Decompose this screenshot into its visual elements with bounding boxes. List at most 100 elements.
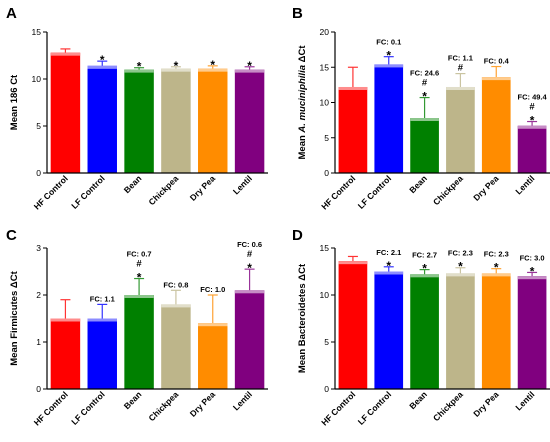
bar (338, 261, 368, 389)
bar (234, 69, 265, 173)
x-tick-label: Lentil (513, 173, 536, 196)
significance-star: * (137, 60, 142, 74)
significance-star: * (210, 58, 215, 72)
bar (198, 323, 228, 389)
bar (161, 304, 191, 389)
x-tick-label: LF Control (69, 173, 106, 210)
y-tick-label: 2 (36, 290, 41, 300)
x-tick-label: Chickpea (147, 173, 181, 207)
bar-cap-highlight (87, 65, 117, 69)
panel-d: D Mean Bacteroidetes ΔCt 0 5 10 15 HF Control *… (292, 227, 550, 427)
y-tick-label: 0 (324, 384, 329, 394)
bar-cap-highlight (446, 273, 475, 277)
bar (481, 273, 511, 389)
bar (87, 318, 117, 389)
bar-cap-highlight (446, 86, 475, 90)
x-tick-label: Dry Pea (188, 173, 218, 203)
significance-star: * (247, 59, 252, 73)
significance-star: * (247, 261, 252, 275)
bar (481, 77, 511, 173)
y-tick-label: 0 (324, 168, 329, 178)
bar-cap-highlight (124, 69, 154, 73)
bar (446, 86, 475, 173)
x-tick-label: LF Control (356, 173, 393, 210)
x-tick-label: Dry Pea (471, 389, 501, 419)
y-tick-label: 0 (36, 168, 41, 178)
significance-star: * (530, 114, 535, 128)
x-tick-label: Chickpea (431, 173, 465, 207)
y-tick-label: 10 (320, 290, 330, 300)
bar-cap-highlight (481, 273, 511, 277)
significance-star: * (422, 90, 427, 104)
y-axis-label: Mean Firmicutes ΔCt (9, 270, 20, 365)
bar (374, 271, 404, 389)
y-tick-label: 15 (320, 243, 330, 253)
y-tick-label: 10 (32, 74, 42, 84)
y-tick-label: 5 (324, 337, 329, 347)
bar-cap-highlight (410, 274, 439, 278)
fold-change-label: FC: 0.6 (237, 240, 262, 249)
fold-change-label: FC: 0.4 (484, 57, 510, 66)
bar (198, 68, 228, 173)
bar-cap-highlight (234, 290, 265, 294)
y-axis-label: Mean A. muciniphilia ΔCt (297, 45, 308, 160)
y-tick-label: 1 (36, 337, 41, 347)
x-tick-label: Bean (122, 389, 144, 411)
bar-cap-highlight (50, 318, 81, 322)
y-tick-label: 0 (36, 384, 41, 394)
bar-cap-highlight (161, 68, 191, 72)
significance-star: * (530, 264, 535, 278)
bar (161, 68, 191, 173)
significance-star: * (494, 261, 499, 275)
fold-change-label: FC: 2.3 (448, 249, 473, 258)
bar (50, 318, 81, 389)
bar (410, 274, 439, 389)
panel-c: C Mean Firmicutes ΔCt 0 1 2 3 HF Control FC: 1.… (6, 227, 268, 427)
x-tick-label: LF Control (356, 389, 393, 426)
significance-hash: # (247, 249, 253, 260)
y-axis-label: Mean 186 Ct (9, 74, 20, 130)
y-tick-label: 3 (36, 243, 41, 253)
bar (124, 69, 154, 173)
x-tick-label: LF Control (69, 389, 106, 426)
significance-hash: # (422, 78, 428, 89)
y-tick-label: 5 (36, 121, 41, 131)
x-tick-label: HF Control (32, 173, 70, 211)
bar-cap-highlight (50, 52, 81, 56)
y-axis-label: Mean Bacteroidetes ΔCt (297, 263, 308, 373)
fold-change-label: FC: 1.1 (90, 294, 115, 303)
fold-change-label: FC: 49.4 (517, 93, 547, 102)
x-tick-label: Chickpea (147, 389, 181, 423)
fold-change-label: FC: 0.8 (163, 280, 188, 289)
bar-cap-highlight (87, 318, 117, 322)
significance-star: * (174, 59, 179, 73)
bar (87, 65, 117, 173)
bar-cap-highlight (338, 86, 368, 90)
significance-star: * (386, 259, 391, 273)
bar-cap-highlight (410, 118, 439, 122)
bar (374, 64, 404, 173)
fold-change-label: FC: 1.1 (448, 54, 473, 63)
x-tick-label: Dry Pea (188, 389, 218, 419)
significance-star: * (422, 262, 427, 276)
bar (410, 118, 439, 173)
x-tick-label: HF Control (32, 389, 70, 427)
x-tick-label: Bean (407, 389, 429, 411)
fold-change-label: FC: 3.0 (520, 253, 545, 262)
x-tick-label: Bean (407, 173, 429, 195)
fold-change-label: FC: 1.0 (200, 285, 225, 294)
fold-change-label: FC: 0.1 (376, 38, 401, 47)
significance-hash: # (529, 102, 535, 113)
fold-change-label: FC: 2.3 (484, 250, 509, 259)
y-tick-label: 10 (320, 98, 330, 108)
significance-star: * (137, 271, 142, 285)
significance-star: * (386, 49, 391, 63)
bar-cap-highlight (198, 68, 228, 72)
y-tick-label: 20 (320, 27, 330, 37)
bar (517, 125, 547, 173)
bar-cap-highlight (517, 276, 547, 280)
x-tick-label: Dry Pea (471, 173, 501, 203)
bar (446, 273, 475, 389)
fold-change-label: FC: 0.7 (127, 250, 152, 259)
y-tick-label: 15 (32, 27, 42, 37)
